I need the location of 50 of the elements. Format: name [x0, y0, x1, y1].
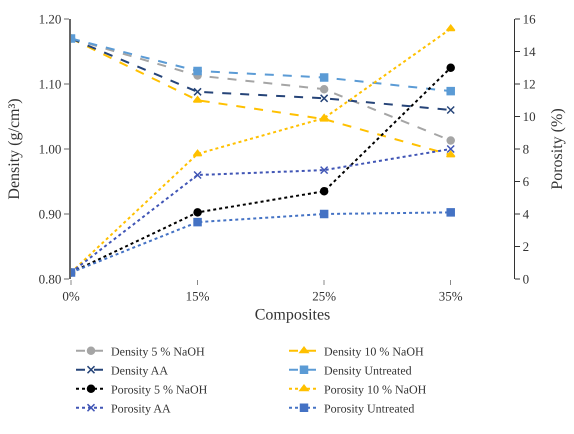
point: [446, 86, 455, 96]
x-tick-label: 0%: [62, 288, 80, 304]
x-tick-label: 35%: [438, 288, 463, 304]
legend-label: Density Untreated: [324, 363, 412, 378]
y2-tick-label: 0: [522, 272, 530, 287]
y-axis-title: Density (g/cm³): [6, 98, 24, 200]
point: [446, 136, 455, 145]
y2-tick-label: 4: [522, 206, 530, 222]
y-tick-label: 0.90: [38, 206, 62, 222]
y-tick-label: 1.20: [38, 12, 62, 27]
point: [446, 208, 455, 217]
legend-label: Porosity Untreated: [324, 401, 414, 416]
y2-tick-label: 10: [522, 109, 536, 124]
y2-tick-label: 14: [522, 44, 536, 60]
point: [446, 64, 455, 72]
point: [446, 24, 456, 32]
point: [446, 144, 455, 154]
point: [320, 73, 328, 82]
point: [320, 210, 328, 218]
y2-tick-label: 6: [522, 174, 530, 190]
point: [320, 94, 328, 103]
point: [193, 170, 202, 180]
legend-label: Density 10 % NaOH: [324, 344, 424, 358]
y2-tick-label: 12: [522, 76, 536, 92]
x-tick-label: 25%: [312, 288, 336, 304]
legend-label: Density 5 % NaOH: [111, 344, 205, 358]
x-axis-title: Composites: [254, 306, 330, 324]
y2-axis-title: Porosity (%): [548, 108, 566, 190]
y2-tick-label: 2: [522, 239, 530, 254]
point: [192, 96, 202, 103]
point: [193, 66, 202, 76]
y2-tick-label: 8: [522, 142, 530, 157]
point: [193, 208, 202, 217]
legend-label: Density AA: [111, 363, 168, 378]
legend-label: Porosity 10 % NaOH: [324, 382, 427, 396]
point: [192, 150, 202, 156]
x-tick-label: 15%: [186, 288, 210, 304]
legend-label: Porosity AA: [111, 401, 172, 416]
point: [320, 166, 328, 174]
point: [446, 106, 455, 114]
point: [446, 150, 456, 158]
legend-label: Porosity 5 % NaOH: [111, 382, 208, 396]
y-tick-label: 0.80: [38, 272, 62, 287]
y-tick-label: 1.10: [38, 76, 62, 92]
y-tick-label: 1.00: [38, 142, 62, 157]
point: [320, 84, 328, 94]
point: [193, 218, 202, 226]
point: [320, 187, 328, 196]
y2-tick-label: 16: [522, 12, 536, 27]
point: [193, 88, 202, 96]
